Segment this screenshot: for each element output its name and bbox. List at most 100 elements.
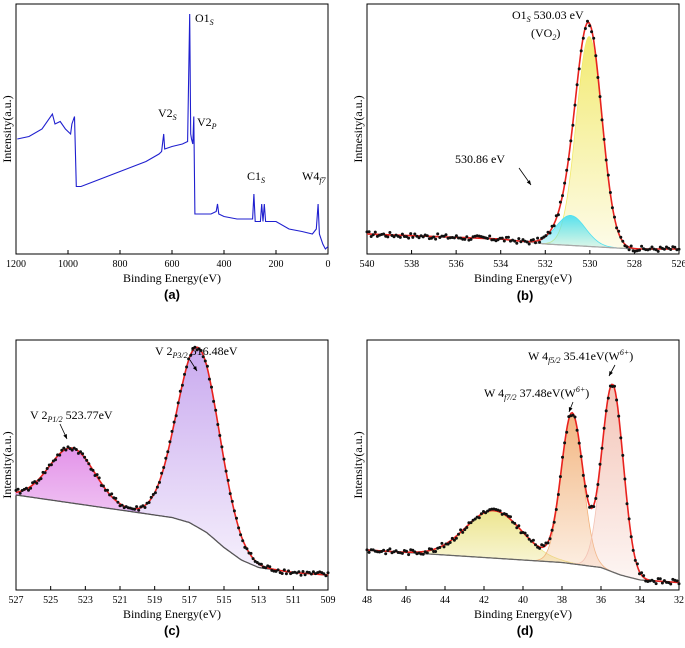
panel-b-data-point	[662, 247, 666, 251]
panel-d-data-point	[465, 526, 469, 529]
panel-c-data-point	[207, 377, 211, 381]
panel-c-data-point	[149, 495, 153, 499]
panel-c-plot-frame	[15, 339, 329, 591]
panel-b-data-point	[638, 248, 641, 252]
panel-b-data-point	[421, 235, 425, 239]
panel-c-data-point	[303, 573, 307, 577]
panel-a-x-tick-label: 400	[217, 259, 232, 270]
panel-b-data-point	[650, 245, 654, 249]
panel-b-data-point	[571, 123, 575, 127]
panel-d-data-point	[579, 455, 583, 458]
panel-d-data-point	[583, 484, 587, 488]
panel-d-data-point	[669, 582, 673, 586]
panel-d-data-point	[592, 505, 596, 509]
panel-c-data-point	[274, 569, 278, 573]
panel-d-panel-label: (d)	[517, 623, 534, 638]
panel-d-data-point	[367, 550, 371, 554]
panel-b-data-point	[515, 241, 519, 245]
panel-b-data-point	[486, 237, 490, 240]
panel-d-annotation: W 4f5/2 35.41eV(W6+)	[528, 348, 633, 365]
panel-c-data-point	[241, 539, 245, 543]
panel-c-x-tick-label: 513	[251, 595, 266, 606]
panel-c-data-point	[264, 566, 268, 570]
panel-c-x-tick-label: 517	[182, 595, 197, 606]
panel-b-data-point	[367, 230, 371, 234]
panel-b-x-tick-label: 526	[672, 259, 685, 270]
panel-b-annotation: 530.86 eV	[455, 152, 505, 166]
panel-c-data-point	[91, 468, 95, 472]
panel-c-data-point	[27, 488, 30, 492]
panel-b-data-point	[610, 206, 614, 210]
panel-c-data-point	[232, 509, 236, 513]
panel-c-data-point	[189, 353, 193, 357]
panel-c-data-point	[116, 500, 120, 504]
panel-c-data-point	[197, 347, 201, 351]
panel-b-data-point	[669, 248, 673, 251]
panel-d-data-point	[640, 571, 644, 575]
panel-b-data-point	[407, 236, 411, 240]
panel-b-x-tick-label: 538	[404, 259, 419, 270]
panel-b-data-point	[417, 236, 421, 240]
panel-d-data-point	[654, 582, 658, 586]
panel-b-data-point	[382, 232, 386, 236]
panel-d-data-point	[484, 511, 488, 515]
panel-d-data-point	[400, 551, 404, 555]
panel-b-data-point	[577, 67, 581, 71]
panel-c-data-point	[301, 570, 305, 573]
panel-c-data-point	[255, 561, 259, 564]
panel-d-data-point	[442, 545, 446, 549]
panel-c-data-point	[307, 571, 311, 574]
panel-a-annotation: O1S	[195, 11, 214, 27]
panel-d-data-point	[594, 497, 598, 500]
panel-c-data-point	[66, 445, 70, 449]
panel-c-data-point	[168, 440, 172, 444]
panel-b-data-point	[496, 238, 500, 242]
panel-d-data-point	[527, 537, 531, 541]
panel-b-data-point	[521, 238, 525, 242]
panel-d-x-tick-label: 42	[479, 595, 489, 606]
panel-d-data-point	[615, 398, 619, 402]
panel-d-x-tick-label: 38	[557, 595, 567, 606]
panel-b-fit-envelope	[367, 21, 679, 250]
panel-d-data-point	[430, 547, 433, 551]
panel-b-data-point	[388, 231, 392, 234]
panel-b-data-point	[413, 232, 417, 236]
panel-c-data-point	[230, 499, 234, 503]
panel-d-data-point	[627, 517, 631, 521]
panel-b-data-point	[602, 137, 606, 141]
panel-d-data-point	[438, 546, 442, 549]
panel-d-x-tick-label: 32	[674, 595, 684, 606]
panel-b-component-peak	[367, 36, 679, 250]
panel-c-arrow-head	[192, 366, 197, 371]
panel-a-x-tick-label: 800	[113, 259, 128, 270]
panel-b-data-point	[400, 232, 404, 236]
panel-c-data-point	[280, 572, 284, 575]
panel-c-x-tick-label: 525	[43, 595, 58, 606]
panel-b-data-point	[556, 213, 560, 217]
panel-c-data-point	[74, 448, 78, 451]
panel-d-data-point	[513, 521, 517, 525]
panel-d-data-point	[517, 524, 521, 528]
panel-c-data-point	[81, 452, 85, 456]
panel-d-x-tick-label: 40	[518, 595, 528, 606]
panel-d-data-point	[413, 550, 417, 554]
panel-d-data-point	[452, 538, 456, 542]
panel-d-data-point	[486, 509, 490, 513]
panel-c-data-point	[68, 447, 72, 451]
panel-d-x-tick-label: 34	[635, 595, 645, 606]
panel-d-data-point	[450, 536, 454, 540]
panel-b-data-point	[552, 224, 556, 228]
panel-c-data-point	[299, 573, 303, 577]
panel-c-panel-label: (c)	[164, 623, 180, 638]
panel-a-y-axis-label: Intensity(a.u.)	[0, 95, 14, 162]
panel-d-data-point	[538, 546, 542, 550]
panel-b-data-point	[563, 181, 567, 185]
panel-c-data-point	[101, 484, 105, 488]
panel-c-x-tick-label: 511	[286, 595, 301, 606]
panel-c-data-point	[135, 505, 139, 509]
panel-c-data-point	[245, 547, 249, 551]
panel-c-data-point	[85, 458, 89, 462]
panel-d-data-point	[623, 477, 627, 481]
panel-c-data-point	[141, 504, 145, 508]
panel-c-y-axis-label: Intensity(a.u.)	[0, 431, 14, 498]
